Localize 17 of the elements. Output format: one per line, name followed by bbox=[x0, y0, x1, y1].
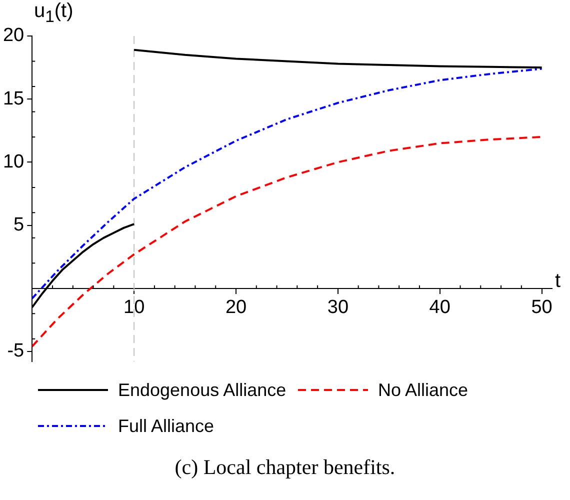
y-tick-label: 15 bbox=[2, 88, 24, 110]
y-axis-title: u$_{1}$(t) bbox=[34, 0, 74, 27]
x-tick-label: 50 bbox=[531, 297, 552, 318]
legend-label: Full Alliance bbox=[118, 416, 214, 436]
x-tick-label: 40 bbox=[429, 297, 450, 318]
x-tick-label: 10 bbox=[124, 297, 145, 318]
y-tick-label: 5 bbox=[14, 214, 24, 236]
legend-label: Endogenous Alliance bbox=[118, 380, 286, 400]
y-tick-label: 20 bbox=[2, 25, 24, 46]
line-series bbox=[32, 68, 543, 300]
x-tick-label: 20 bbox=[225, 297, 247, 318]
y-tick-label: -5 bbox=[7, 340, 24, 362]
legend-label: No Alliance bbox=[378, 380, 468, 400]
y-tick-label: 10 bbox=[2, 151, 24, 172]
x-tick-label: 30 bbox=[327, 297, 349, 318]
x-axis-title: t bbox=[555, 270, 561, 293]
text: (c) Local chapter benefits. bbox=[174, 455, 396, 480]
